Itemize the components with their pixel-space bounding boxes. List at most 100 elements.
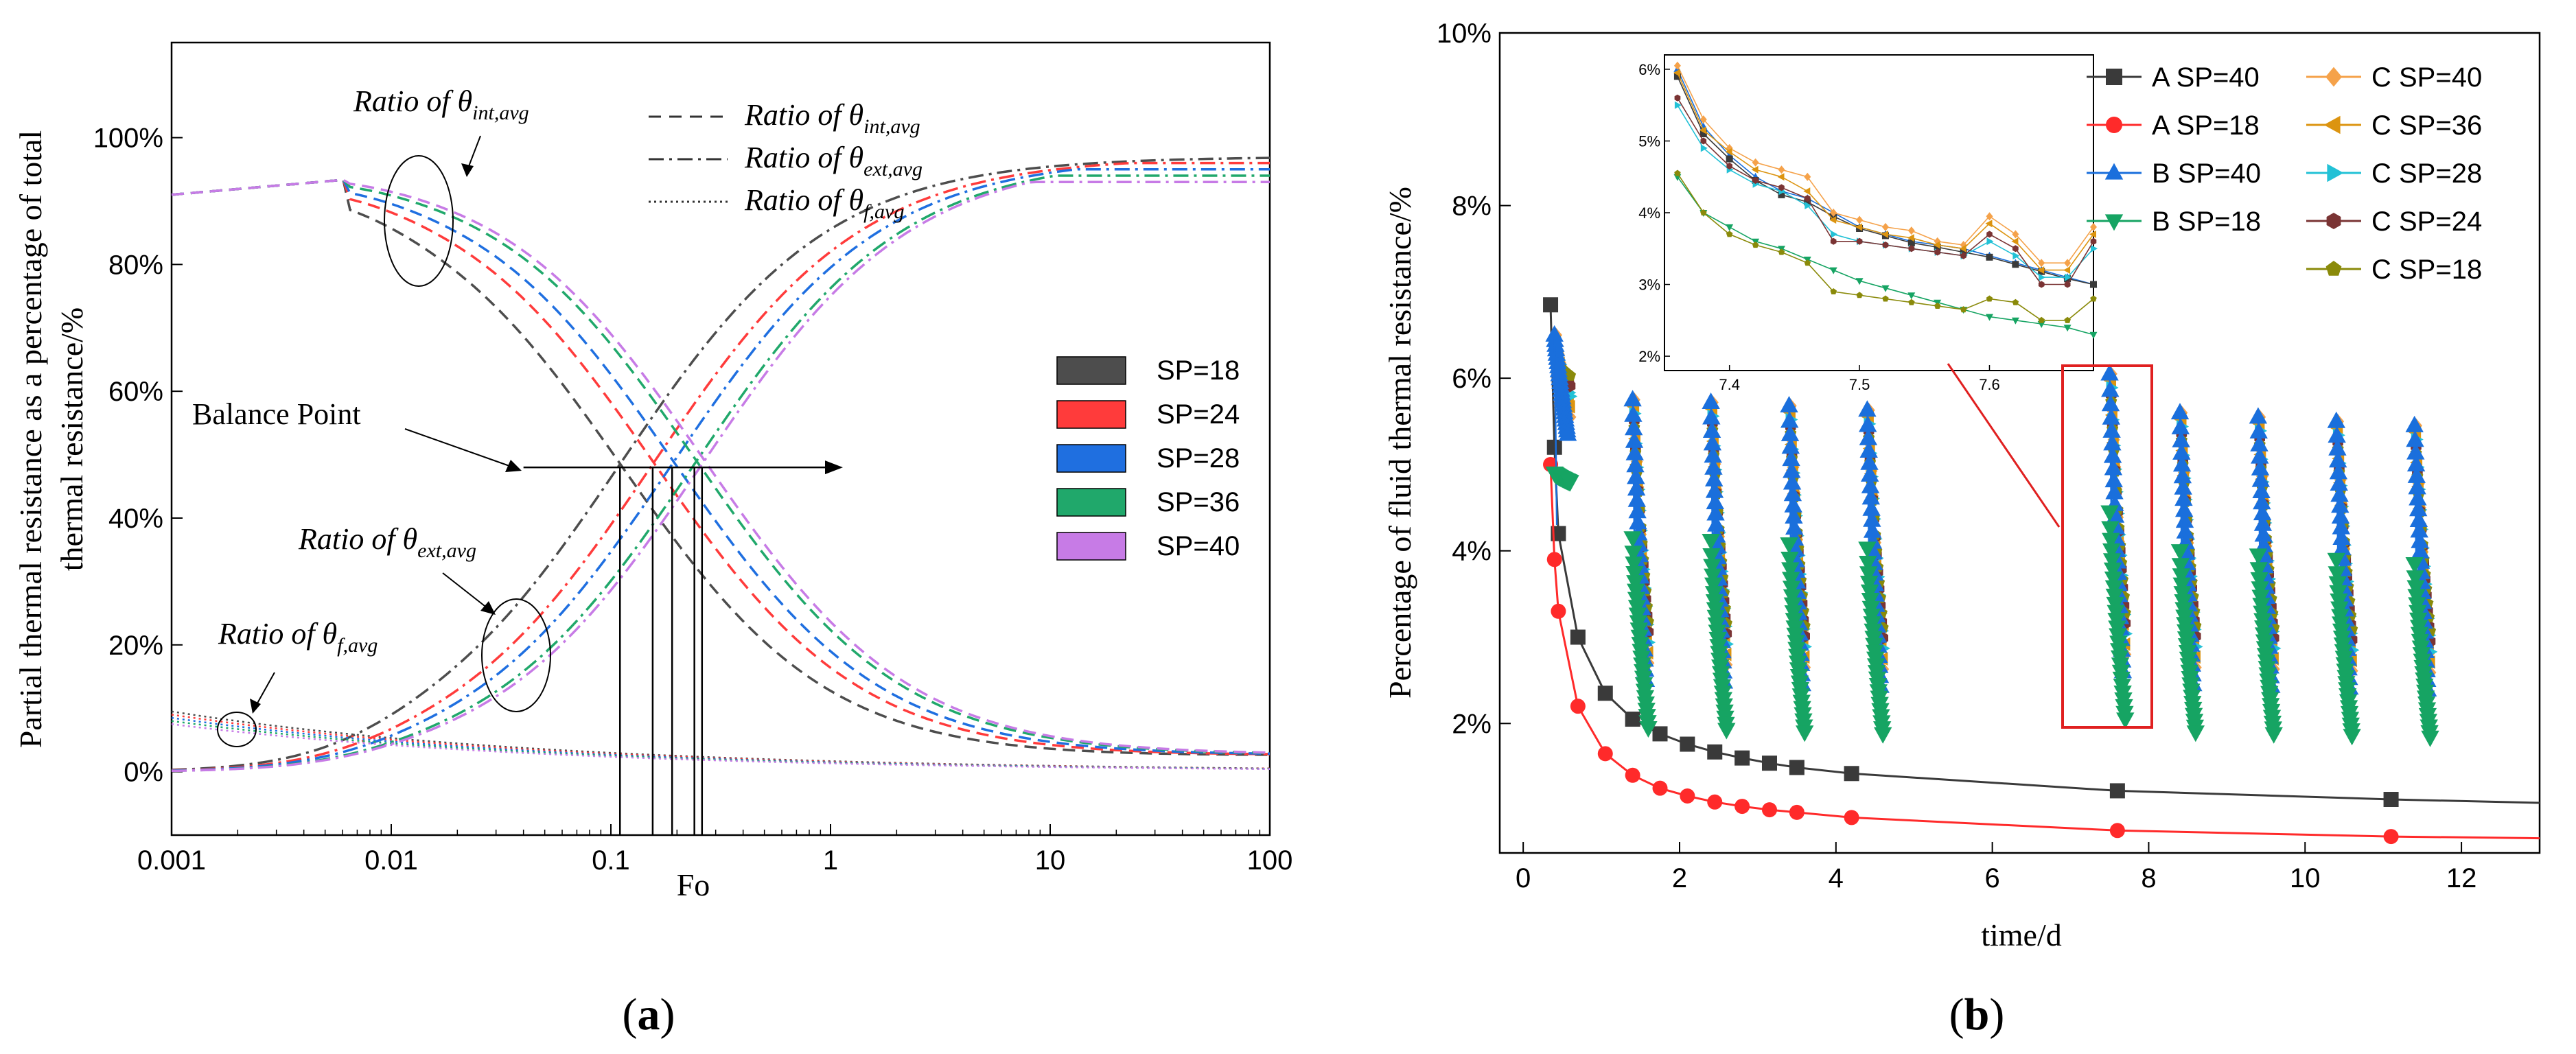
point-B SP=40: [1627, 467, 1645, 484]
x-tick-label-a: 100: [1247, 845, 1293, 876]
inset-y-tick-label: 2%: [1638, 348, 1660, 365]
x-tick-label-a: 10: [1035, 845, 1066, 876]
curve-ext-SP=28: [171, 168, 1270, 772]
point-B SP=18: [1782, 581, 1801, 598]
point-B SP=18: [2343, 729, 2361, 746]
point-B SP=40: [1706, 504, 1725, 521]
point-B SP=40: [1784, 495, 1802, 513]
point-B SP=40: [1781, 437, 1800, 454]
inset-point-C SP=36: [1725, 148, 1732, 156]
point-B SP=18: [2405, 557, 2424, 574]
point-A SP=18: [2383, 829, 2399, 845]
inset-point-C SP=40: [1986, 212, 1993, 221]
point-B SP=40: [2251, 470, 2270, 487]
arrowhead-ext: [480, 601, 496, 615]
point-B SP=18: [2249, 548, 2268, 565]
inset-point-C SP=36: [1959, 244, 1966, 253]
point-B SP=40: [2252, 482, 2271, 498]
inset-point-C SP=18: [2064, 316, 2071, 323]
inset-point-B SP=18: [1855, 278, 1864, 285]
legend-swatch-SP=40: [1056, 532, 1126, 561]
inset-point-C SP=36: [1803, 187, 1811, 196]
inset-point-C SP=40: [1804, 172, 1811, 181]
point-B SP=18: [2264, 727, 2283, 744]
point-A SP=18: [1652, 780, 1668, 796]
point-A SP=40: [1680, 736, 1695, 752]
legend-swatch-SP=28: [1056, 444, 1126, 473]
panel-label-b: (b): [1949, 989, 2005, 1040]
point-B SP=40: [2410, 521, 2428, 538]
inset-point-C SP=36: [1907, 234, 1914, 242]
legend-label-SP=28: SP=28: [1157, 443, 1240, 473]
inset-point-C SP=24: [2090, 237, 2097, 245]
curve-ext-SP=36: [171, 174, 1270, 773]
inset-point-C SP=40: [1752, 158, 1759, 167]
point-B SP=18: [2104, 571, 2123, 588]
balance-arrow: [404, 428, 512, 467]
inset-frame: [1664, 54, 2094, 371]
legend-style: Ratio of θint,avg Ratio of θext,avg Rati…: [649, 98, 923, 223]
point-A SP=40: [1543, 297, 1559, 313]
panel-label-a: (a): [623, 989, 675, 1040]
inset-point-C SP=18: [1778, 248, 1785, 255]
curve-f-SP=40: [171, 723, 1270, 771]
ellipse-f: [217, 712, 257, 747]
point-B SP=40: [2331, 507, 2350, 524]
legend-b: A SP=40 A SP=18 B SP=40 B SP=18 C SP=40 C SP=…: [2087, 62, 2482, 285]
point-B SP=18: [1639, 721, 1658, 738]
point-B SP=40: [2253, 493, 2271, 510]
point-B SP=40: [2253, 504, 2272, 521]
point-B SP=18: [2102, 532, 2120, 550]
point-B SP=18: [2406, 580, 2425, 597]
inset-point-C SP=36: [1855, 223, 1863, 231]
inset-y-tick-label: 4%: [1638, 204, 1660, 222]
legend-marker-B SP=18: [2104, 214, 2124, 231]
inset-point-C SP=40: [1673, 61, 1681, 70]
point-B SP=18: [2328, 566, 2346, 583]
inset-y-tick-label: 5%: [1638, 132, 1660, 150]
y-tick-label-a: 40%: [108, 504, 163, 534]
point-B SP=18: [2406, 570, 2424, 587]
legend-swatch-SP=24: [1056, 400, 1126, 429]
point-B SP=40: [2172, 443, 2191, 460]
inset-point-C SP=40: [2038, 259, 2045, 268]
point-B SP=40: [1860, 453, 1879, 470]
point-B SP=18: [1859, 576, 1879, 592]
point-B SP=18: [1561, 475, 1579, 492]
point-B SP=40: [1863, 510, 1881, 527]
arrow-ext: [442, 572, 491, 611]
point-B SP=40: [1861, 465, 1879, 482]
legend-marker-B SP=40: [2104, 163, 2124, 180]
line-B SP=40: [1553, 335, 1558, 526]
inset-point-C SP=28: [2039, 273, 2046, 281]
x-tick-label-a: 0.1: [592, 845, 630, 876]
y-axis-label-a-line2: thermal resistance/%: [54, 307, 89, 571]
y-tick-label-a: 0%: [124, 758, 163, 788]
y-tick-label-b: 8%: [1452, 191, 1492, 222]
legend-marker-C SP=18: [2325, 261, 2342, 276]
point-B SP=18: [2249, 562, 2268, 579]
legend-label-C SP=40: C SP=40: [2371, 62, 2482, 93]
point-B SP=40: [2408, 478, 2426, 495]
point-B SP=18: [1626, 575, 1645, 592]
inset-point-C SP=36: [2011, 237, 2019, 246]
inset-point-A SP=40: [1673, 73, 1681, 80]
legend-swatch-SP=36: [1056, 488, 1126, 517]
point-A SP=40: [1546, 439, 1562, 455]
x-tick-label-b: 4: [1829, 863, 1844, 893]
point-B SP=40: [1705, 469, 1724, 487]
point-B SP=18: [2101, 521, 2120, 538]
point-B SP=18: [1780, 552, 1799, 568]
point-B SP=40: [2103, 434, 2122, 451]
point-B SP=18: [2186, 725, 2205, 742]
inset-point-C SP=36: [1777, 173, 1785, 181]
point-A SP=18: [2109, 823, 2125, 839]
point-B SP=40: [2251, 458, 2270, 476]
inset-point-C SP=40: [1778, 165, 1785, 174]
point-A SP=40: [1570, 629, 1586, 645]
axis-ticks-b: 0 2 4 6 8 10 12 2% 4% 6% 8% 10%: [1437, 19, 2476, 893]
inset-point-C SP=40: [2064, 259, 2072, 268]
inset-point-C SP=40: [2090, 222, 2097, 231]
